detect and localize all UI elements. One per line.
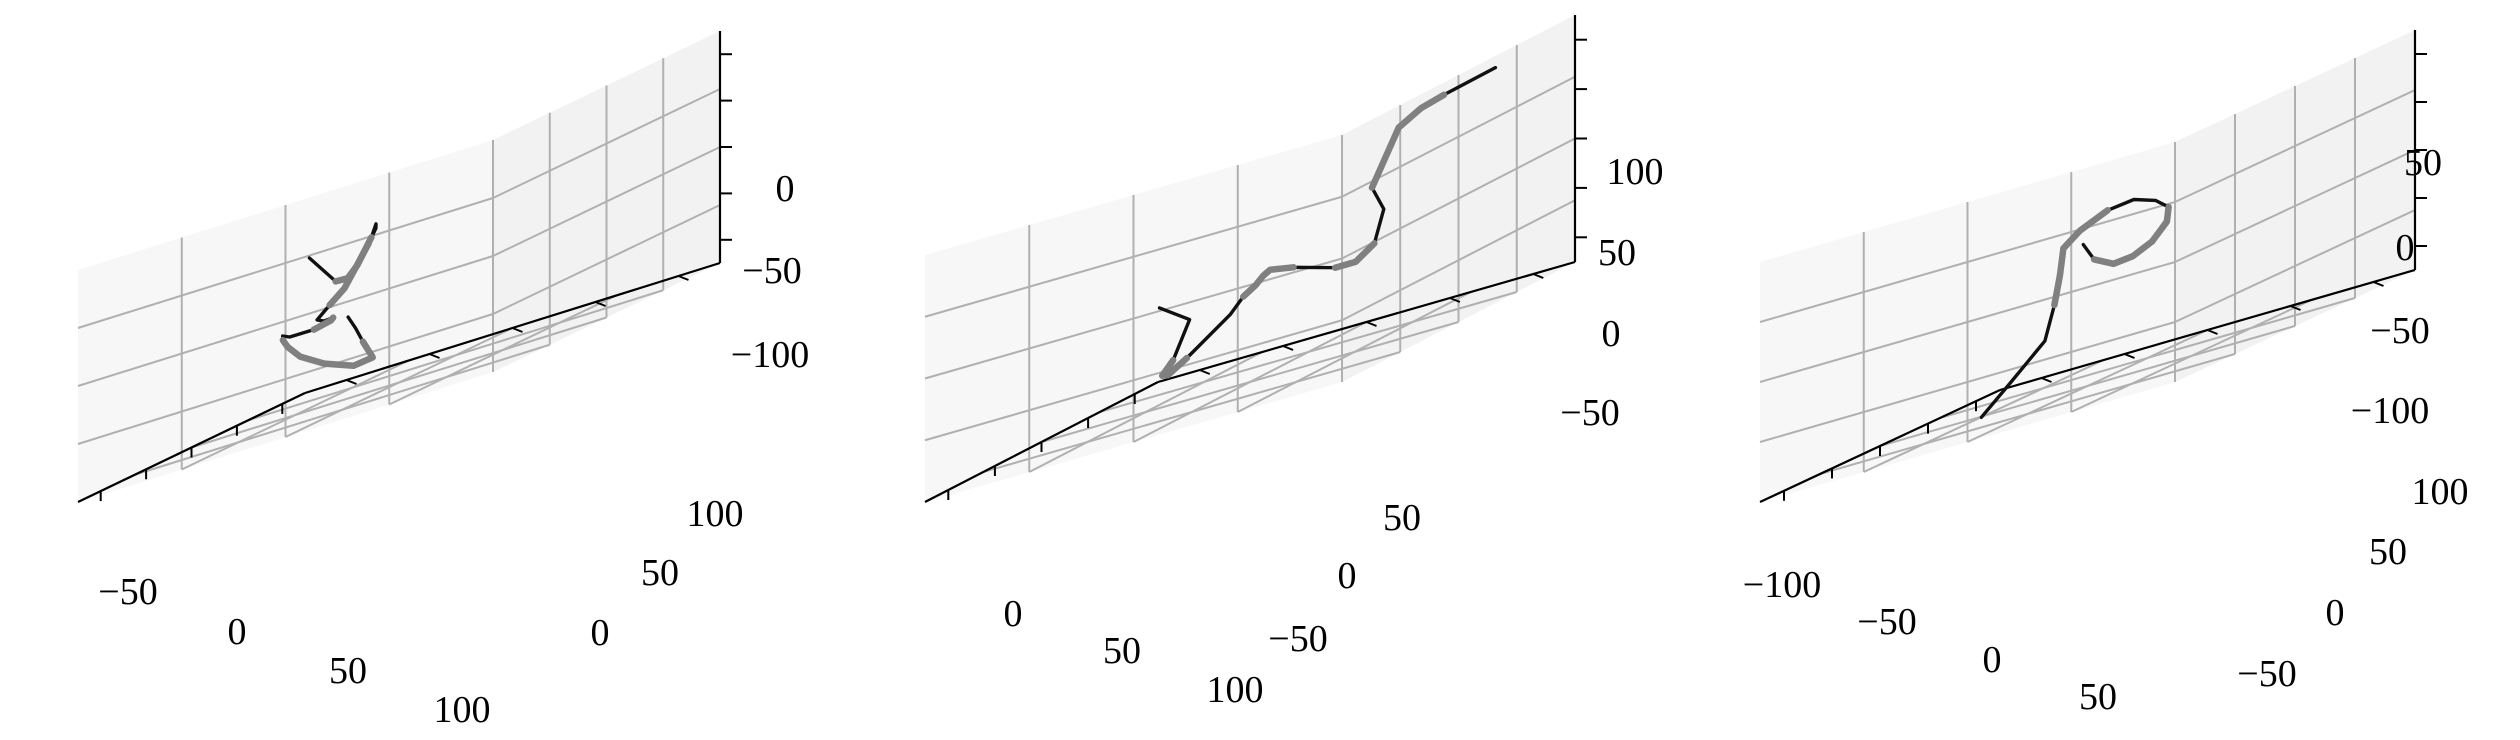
grid-line xyxy=(1133,321,1367,443)
y-tick-label: 50 xyxy=(1383,497,1421,539)
highlight-segment xyxy=(2051,245,2067,309)
y-tick-label: 0 xyxy=(2326,592,2345,634)
subplot-3-grid xyxy=(1759,58,2416,475)
grid-line xyxy=(2070,299,2312,413)
subplot-3-data xyxy=(1979,197,2172,419)
tick-mark xyxy=(1199,369,1211,375)
z-tick-label: 50 xyxy=(2404,142,2442,184)
grid-line xyxy=(77,255,494,387)
z-tick-label: 0 xyxy=(2396,227,2415,269)
subplot-1-data xyxy=(279,222,378,370)
subplot-1: −50 0 50 100 0 50 100 0 −50 −100 xyxy=(77,31,809,731)
tick-mark xyxy=(595,301,606,307)
z-tick-label: 0 xyxy=(1602,313,1621,355)
y-tick-label: 0 xyxy=(591,612,610,654)
subplot-1-axes xyxy=(77,31,732,503)
tick-mark xyxy=(429,353,440,359)
grid-line xyxy=(1759,201,2176,323)
highlight-segment xyxy=(1240,264,1297,300)
grid-line xyxy=(924,257,1343,380)
highlight-segment xyxy=(1331,240,1378,271)
tick-mark xyxy=(2207,329,2218,335)
z-tick-label: 0 xyxy=(776,168,795,210)
highlight-segment xyxy=(2090,238,2156,268)
grid-line xyxy=(924,195,1343,318)
tick-mark xyxy=(346,379,357,385)
highlight-segment xyxy=(2148,203,2172,245)
grid-line xyxy=(1759,261,2176,383)
x-tick-label: 50 xyxy=(2079,676,2117,718)
z-tick-label: 50 xyxy=(1598,232,1636,274)
subplot-2-panes xyxy=(925,15,1575,502)
z-tick-label: −100 xyxy=(2351,390,2429,432)
subplot-3: −100 −50 0 50 100 50 0 −50 50 0 −50 −100 xyxy=(1743,30,2469,718)
tick-mark xyxy=(512,327,523,333)
tick-mark xyxy=(2290,305,2301,311)
subplot-2-axes xyxy=(924,15,1587,503)
grid-line xyxy=(2174,149,2416,263)
z-tick-label: 100 xyxy=(1607,151,1664,193)
grid-line xyxy=(77,197,494,329)
x-tick-label: −50 xyxy=(1857,601,1916,643)
subplot-3-axes xyxy=(1759,30,2427,503)
x-tick-label: 0 xyxy=(228,611,247,653)
subplot-3-panes xyxy=(1760,30,2415,502)
subplot-1-panes xyxy=(78,31,720,502)
z-tick-label: −100 xyxy=(731,334,809,376)
grid-line xyxy=(2174,89,2416,203)
highlight-segment xyxy=(326,240,372,309)
highlight-segment xyxy=(310,314,337,333)
x-tick-label: 0 xyxy=(1983,639,2002,681)
grid-line xyxy=(285,327,513,438)
grid-line xyxy=(1341,137,1576,260)
tick-mark xyxy=(2041,377,2052,383)
y-tick-label: 100 xyxy=(687,493,744,535)
grid-line xyxy=(247,289,664,422)
x-tick-label: −100 xyxy=(1743,564,1821,606)
tick-mark xyxy=(678,275,689,281)
highlight-segment xyxy=(2060,207,2111,252)
subplot-1-ticks: −50 0 50 100 0 50 100 0 −50 −100 xyxy=(98,168,809,731)
y-tick-label: 50 xyxy=(2369,531,2407,573)
tick-mark xyxy=(1532,273,1544,279)
y-tick-label: 50 xyxy=(641,552,679,594)
x-tick-label: 0 xyxy=(1004,593,1023,635)
tick-mark xyxy=(2373,281,2384,287)
grid-line xyxy=(1237,291,1472,413)
highlight-segment xyxy=(1158,354,1191,379)
tick-mark xyxy=(2124,353,2135,359)
x-tick-label: −50 xyxy=(98,571,157,613)
subplot-2-grid xyxy=(924,45,1576,473)
highlight-segment xyxy=(279,336,328,367)
highlight-segment xyxy=(1368,91,1448,191)
grid-line xyxy=(1341,75,1576,198)
tick-mark xyxy=(1366,321,1377,327)
subplot-2: 0 50 100 50 0 −50 100 50 0 −50 xyxy=(924,15,1664,711)
grid-line xyxy=(388,294,617,406)
y-tick-label: −50 xyxy=(2237,653,2296,695)
x-tick-label: 50 xyxy=(1103,630,1141,672)
subplot-2-data xyxy=(1157,65,1498,379)
tick-mark xyxy=(1282,345,1294,351)
y-tick-label: −50 xyxy=(1268,618,1327,660)
x-tick-label: 100 xyxy=(1207,669,1264,711)
y-tick-label: 0 xyxy=(1338,555,1357,597)
z-tick-label: −50 xyxy=(2370,310,2429,352)
x-tick-label: 50 xyxy=(329,650,367,692)
subplot-3-ticks: −100 −50 0 50 100 50 0 −50 50 0 −50 −100 xyxy=(1743,142,2469,718)
tick-mark xyxy=(1449,297,1461,303)
grid-line xyxy=(1939,297,2356,419)
subplot-2-ticks: 0 50 100 50 0 −50 100 50 0 −50 xyxy=(1004,151,1664,711)
z-tick-label: −50 xyxy=(1560,392,1619,434)
z-tick-label: −50 xyxy=(742,250,801,292)
x-tick-label: 100 xyxy=(434,689,491,731)
grid-line xyxy=(1099,291,1518,413)
grid-line xyxy=(1967,329,2208,443)
grid-line xyxy=(492,88,721,199)
y-tick-label: 100 xyxy=(2412,471,2469,513)
grid-line xyxy=(492,146,721,257)
highlight-segment xyxy=(321,338,376,370)
